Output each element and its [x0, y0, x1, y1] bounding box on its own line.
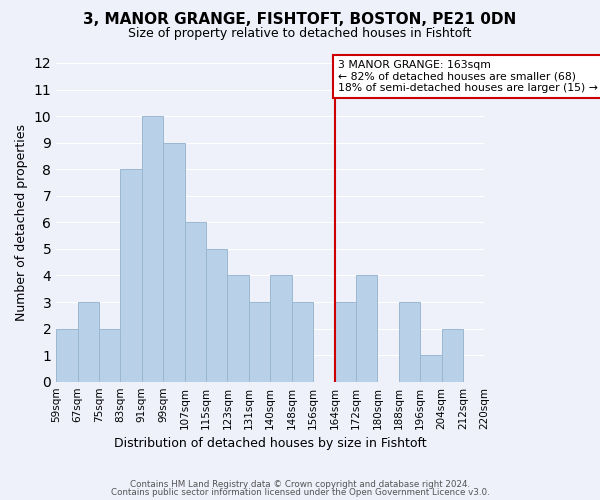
X-axis label: Distribution of detached houses by size in Fishtoft: Distribution of detached houses by size … [114, 437, 427, 450]
Bar [227, 276, 249, 382]
Bar [356, 276, 377, 382]
Text: 3, MANOR GRANGE, FISHTOFT, BOSTON, PE21 0DN: 3, MANOR GRANGE, FISHTOFT, BOSTON, PE21 … [83, 12, 517, 28]
Text: Contains HM Land Registry data © Crown copyright and database right 2024.: Contains HM Land Registry data © Crown c… [130, 480, 470, 489]
Bar [399, 302, 420, 382]
Bar [99, 328, 121, 382]
Text: 3 MANOR GRANGE: 163sqm
← 82% of detached houses are smaller (68)
18% of semi-det: 3 MANOR GRANGE: 163sqm ← 82% of detached… [338, 60, 598, 93]
Bar [56, 328, 77, 382]
Bar [420, 355, 442, 382]
Bar [270, 276, 292, 382]
Bar [142, 116, 163, 382]
Y-axis label: Number of detached properties: Number of detached properties [15, 124, 28, 321]
Bar [185, 222, 206, 382]
Bar [163, 142, 185, 382]
Bar [442, 328, 463, 382]
Text: Contains public sector information licensed under the Open Government Licence v3: Contains public sector information licen… [110, 488, 490, 497]
Bar [206, 249, 227, 382]
Bar [121, 169, 142, 382]
Bar [249, 302, 270, 382]
Bar [335, 302, 356, 382]
Bar [292, 302, 313, 382]
Text: Size of property relative to detached houses in Fishtoft: Size of property relative to detached ho… [128, 28, 472, 40]
Bar [77, 302, 99, 382]
